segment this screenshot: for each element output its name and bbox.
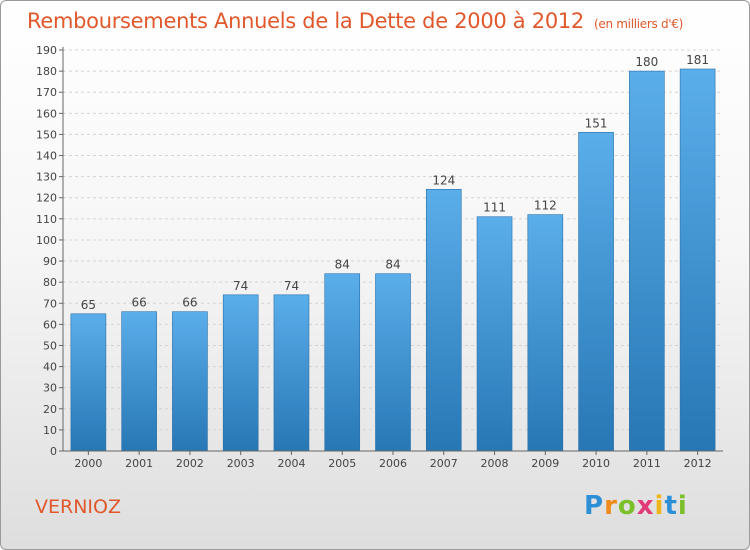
bar-value-label: 112 <box>534 199 557 213</box>
logo-letter: i <box>654 491 665 521</box>
bar-value-label: 65 <box>81 298 96 312</box>
x-tick-label: 2010 <box>582 457 610 470</box>
bar-value-label: 111 <box>483 201 506 215</box>
bar-2008 <box>476 216 513 452</box>
logo-letter: r <box>604 491 618 521</box>
bar-value-label: 84 <box>335 258 350 272</box>
bar-2007 <box>425 188 462 452</box>
y-tick-label: 20 <box>43 403 57 416</box>
y-tick-label: 190 <box>36 44 57 57</box>
logo-letter: i <box>677 491 688 521</box>
y-tick-label: 70 <box>43 297 57 310</box>
y-tick-label: 60 <box>43 318 57 331</box>
x-tick-label: 2007 <box>430 457 458 470</box>
y-tick-label: 180 <box>36 65 57 78</box>
x-tick-label: 2012 <box>684 457 712 470</box>
bar-value-label: 74 <box>233 279 248 293</box>
bar-value-label: 181 <box>686 53 709 67</box>
axes <box>59 47 723 455</box>
bar-2012 <box>679 68 716 452</box>
x-tick-label: 2001 <box>125 457 153 470</box>
y-tick-label: 130 <box>36 171 57 184</box>
bar-2004 <box>273 294 310 452</box>
bars <box>70 68 716 452</box>
bar-value-label: 66 <box>182 296 197 310</box>
bar-value-label: 84 <box>385 258 400 272</box>
x-tick-label: 2009 <box>531 457 559 470</box>
chart-title-text: Remboursements Annuels de la Dette de 20… <box>27 9 584 33</box>
bar-2009 <box>527 214 564 452</box>
logo-letter: t <box>664 491 678 521</box>
y-tick-label: 40 <box>43 361 57 374</box>
x-tick-label: 2005 <box>328 457 356 470</box>
y-tick-label: 160 <box>36 107 57 120</box>
x-tick-label: 2003 <box>227 457 255 470</box>
y-tick-label: 170 <box>36 86 57 99</box>
bar-value-label: 124 <box>432 173 455 187</box>
y-tick-label: 80 <box>43 276 57 289</box>
bar-2010 <box>578 132 614 452</box>
bar-2005 <box>324 273 361 452</box>
y-tick-label: 150 <box>36 128 57 141</box>
y-tick-label: 50 <box>43 339 57 352</box>
bar-2003 <box>222 294 259 452</box>
bar-2001 <box>121 311 157 452</box>
x-tick-label: 2004 <box>277 457 305 470</box>
y-tick-label: 90 <box>43 255 57 268</box>
x-tick-label: 2002 <box>176 457 204 470</box>
chart-subtitle: (en milliers d'€) <box>594 17 684 31</box>
commune-name: VERNIOZ <box>35 496 121 518</box>
logo-letter: o <box>617 491 637 521</box>
logo-letter: P <box>584 491 605 521</box>
y-tick-label: 30 <box>43 382 57 395</box>
logo-letter: x <box>636 491 655 521</box>
x-tick-label: 2000 <box>74 457 102 470</box>
bar-value-label: 66 <box>132 296 147 310</box>
bar-2002 <box>172 311 208 452</box>
bar-value-label: 74 <box>284 279 299 293</box>
proxiti-logo: Proxiti <box>584 491 688 521</box>
y-tick-label: 0 <box>50 445 57 458</box>
y-tick-label: 10 <box>43 424 57 437</box>
labels: 0 10 20 30 40 50 60 70 80 90 100 110 120 130 140 150 160… <box>36 44 712 470</box>
x-tick-label: 2011 <box>633 457 661 470</box>
y-tick-label: 110 <box>36 213 57 226</box>
x-tick-label: 2006 <box>379 457 407 470</box>
y-tick-label: 100 <box>36 234 57 247</box>
bar-2011 <box>629 70 665 452</box>
y-tick-label: 120 <box>36 192 57 205</box>
bar-value-label: 151 <box>585 116 608 130</box>
bar-value-label: 180 <box>635 55 658 69</box>
bar-2006 <box>375 273 411 452</box>
chart-title: Remboursements Annuels de la Dette de 20… <box>27 9 683 33</box>
bar-2000 <box>70 313 107 452</box>
y-tick-label: 140 <box>36 150 57 163</box>
x-tick-label: 2008 <box>481 457 509 470</box>
